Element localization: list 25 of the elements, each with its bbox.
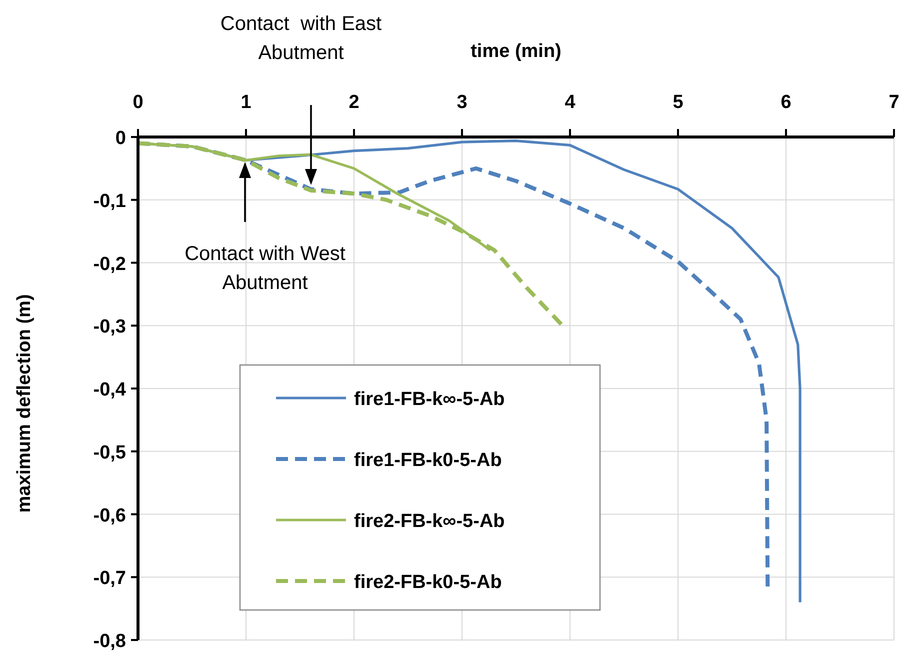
y-tick-label: -0,1 <box>93 190 126 212</box>
x-tick-label: 0 <box>132 92 144 113</box>
annotation: Contact with West Abutment <box>184 243 346 294</box>
legend-label: fire1-FB-k0-5-Ab <box>354 450 502 471</box>
y-axis-title: maximum deflection (m) <box>14 294 35 513</box>
x-tick-label: 6 <box>780 92 792 113</box>
y-tick-label: -0,8 <box>93 631 126 652</box>
text: Contact with East Abutment <box>220 13 382 64</box>
y-tick-label: -0,2 <box>93 254 126 275</box>
y-tick-label: -0,4 <box>93 380 126 400</box>
y-tick-label: 0 <box>115 128 126 149</box>
legend-label: fire2-FB-k0-5-Ab <box>354 572 502 593</box>
y-tick-label: -0,7 <box>93 568 126 590</box>
x-axis-title: time (min) <box>470 41 562 62</box>
x-tick-label: 5 <box>672 92 684 113</box>
y-tick-label: -0,6 <box>93 505 126 526</box>
x-tick-label: 2 <box>348 92 360 113</box>
x-tick-label: 1 <box>240 92 252 113</box>
legend-label: fire2-FB-k∞-5-Ab <box>354 511 505 532</box>
y-tick-label: -0,5 <box>93 442 126 464</box>
y-tick-label: -0,3 <box>93 316 126 338</box>
x-tick-label: 7 <box>888 92 900 113</box>
x-tick-label: 3 <box>456 92 468 113</box>
legend-label: fire1-FB-k∞-5-Ab <box>354 389 505 410</box>
x-tick-label: 4 <box>564 92 576 113</box>
